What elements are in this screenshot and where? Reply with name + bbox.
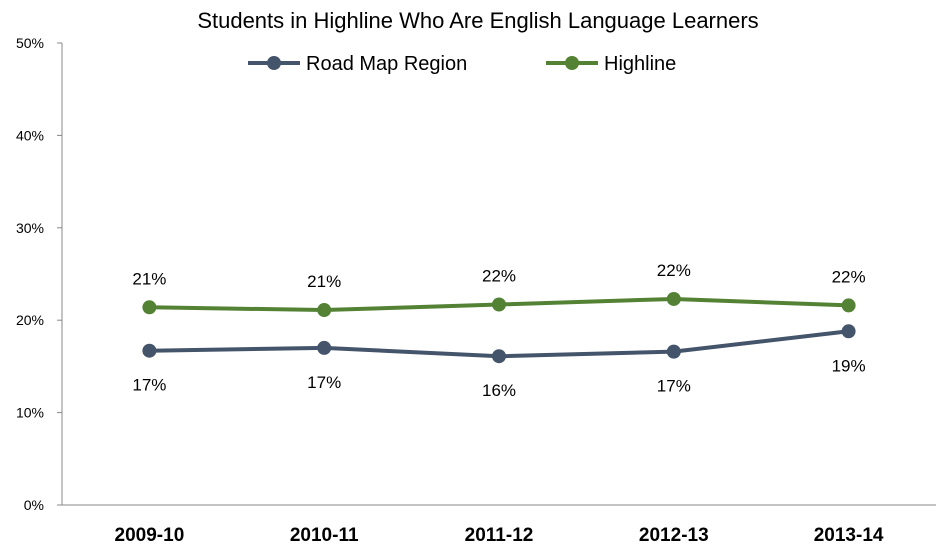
series-layer: 17% 17% 16% 17% 19% 21% 21% 22% 22% 22% bbox=[132, 261, 865, 400]
data-point-highline bbox=[317, 303, 332, 318]
data-point-highline bbox=[142, 300, 157, 315]
legend-item-road-map-region: Road Map Region bbox=[248, 53, 467, 75]
y-tick-label: 30% bbox=[16, 220, 44, 236]
legend-label-road-map-region: Road Map Region bbox=[306, 53, 467, 75]
y-tick-label: 40% bbox=[16, 127, 44, 143]
data-label-road-map-region: 17% bbox=[657, 377, 691, 396]
x-tick-label: 2009-10 bbox=[115, 525, 185, 546]
chart-title: Students in Highline Who Are English Lan… bbox=[197, 8, 758, 33]
data-point-road-map-region bbox=[492, 349, 506, 364]
data-point-road-map-region bbox=[317, 340, 332, 355]
x-tick-label: 2012-13 bbox=[639, 525, 709, 546]
legend-marker-road-map-region bbox=[267, 56, 281, 70]
data-label-road-map-region: 16% bbox=[482, 381, 516, 400]
x-tick-label: 2011-12 bbox=[465, 525, 534, 546]
legend-marker-highline bbox=[565, 56, 579, 70]
legend-label-highline: Highline bbox=[604, 53, 676, 75]
y-tick-label: 10% bbox=[16, 405, 44, 421]
data-label-highline: 21% bbox=[132, 269, 166, 288]
data-label-highline: 22% bbox=[657, 261, 691, 280]
data-point-road-map-region bbox=[142, 343, 157, 358]
y-tick-label: 50% bbox=[16, 35, 44, 51]
data-point-highline bbox=[666, 291, 681, 306]
data-point-highline bbox=[492, 297, 506, 312]
legend: Road Map Region Highline bbox=[248, 53, 676, 75]
axes: 0% 10% 20% 30% 40% 50% 2009-10 2010-11 2011-12 20… bbox=[16, 35, 936, 546]
data-label-road-map-region: 17% bbox=[307, 373, 341, 392]
legend-item-highline: Highline bbox=[546, 53, 676, 75]
y-tick-label: 0% bbox=[24, 497, 44, 513]
x-tick-label: 2010-11 bbox=[290, 525, 359, 546]
data-label-highline: 22% bbox=[482, 266, 516, 285]
data-point-road-map-region bbox=[841, 324, 856, 339]
series-highline: 21% 21% 22% 22% 22% bbox=[132, 261, 866, 318]
data-label-highline: 21% bbox=[307, 272, 341, 291]
x-tick-label: 2013-14 bbox=[814, 525, 884, 546]
data-point-road-map-region bbox=[666, 344, 681, 359]
series-road-map-region: 17% 17% 16% 17% 19% bbox=[132, 324, 866, 400]
data-label-road-map-region: 17% bbox=[132, 376, 166, 395]
data-label-highline: 22% bbox=[832, 267, 866, 286]
y-tick-label: 20% bbox=[16, 312, 44, 328]
data-label-road-map-region: 19% bbox=[832, 356, 866, 375]
data-point-highline bbox=[841, 298, 856, 313]
